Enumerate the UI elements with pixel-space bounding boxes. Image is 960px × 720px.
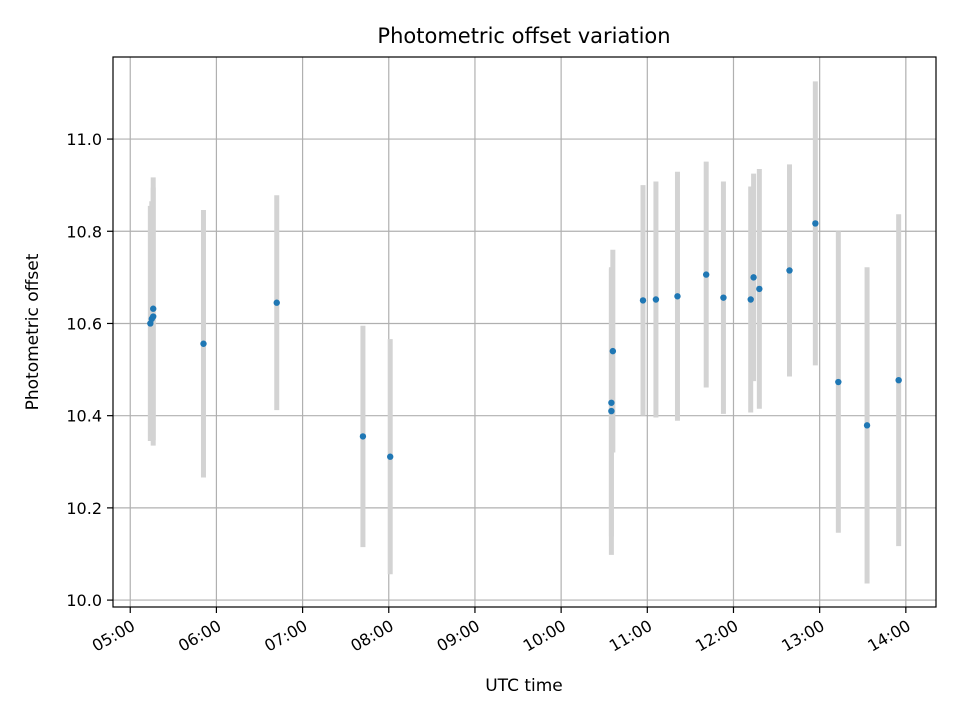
- data-point: [359, 433, 367, 440]
- data-point: [895, 376, 902, 384]
- data-point: [812, 220, 819, 227]
- data-point: [835, 378, 842, 386]
- data-points: [147, 220, 902, 460]
- y-tick-label: 10.2: [66, 499, 102, 518]
- x-tick-label: 09:00: [434, 616, 483, 656]
- x-tick-label: 10:00: [520, 616, 569, 656]
- x-tick-label: 08:00: [347, 616, 396, 656]
- x-tick-label: 07:00: [261, 616, 310, 656]
- x-axis-ticks: 05:00 06:00 07:00 08:00 09:00 10:00 11:00 12:00…: [89, 607, 914, 656]
- y-tick-label: 11.0: [66, 130, 102, 149]
- data-point: [863, 422, 871, 429]
- data-point: [608, 399, 615, 406]
- chart-title: Photometric offset variation: [377, 24, 670, 48]
- y-axis-ticks: 10.0 10.2 10.4 10.6 10.8 11.0: [66, 130, 113, 610]
- x-tick-label: 13:00: [778, 616, 827, 656]
- x-tick-label: 05:00: [89, 616, 138, 656]
- data-point: [720, 294, 727, 301]
- data-point: [702, 271, 710, 278]
- grid: [113, 57, 936, 607]
- data-point: [756, 285, 763, 293]
- data-point: [387, 453, 394, 460]
- y-tick-label: 10.8: [66, 222, 102, 241]
- data-point: [786, 267, 793, 274]
- y-tick-label: 10.6: [66, 314, 102, 333]
- data-point: [608, 407, 615, 415]
- x-tick-label: 06:00: [175, 616, 224, 656]
- x-tick-label: 12:00: [692, 616, 741, 656]
- data-point: [200, 340, 207, 347]
- data-point: [639, 297, 647, 304]
- x-tick-label: 14:00: [864, 616, 913, 656]
- y-axis-label: Photometric offset: [23, 253, 43, 410]
- y-tick-label: 10.4: [66, 407, 102, 426]
- plot-frame: [112, 56, 937, 608]
- data-point: [750, 274, 757, 281]
- y-tick-label: 10.0: [66, 591, 102, 610]
- data-point: [747, 296, 754, 303]
- data-point: [609, 347, 617, 355]
- data-point: [150, 305, 157, 312]
- x-tick-label: 11:00: [606, 616, 655, 656]
- data-point: [674, 293, 681, 300]
- x-axis-label: UTC time: [485, 676, 563, 696]
- data-point: [150, 313, 157, 320]
- data-point: [652, 296, 660, 303]
- data-point: [273, 299, 280, 306]
